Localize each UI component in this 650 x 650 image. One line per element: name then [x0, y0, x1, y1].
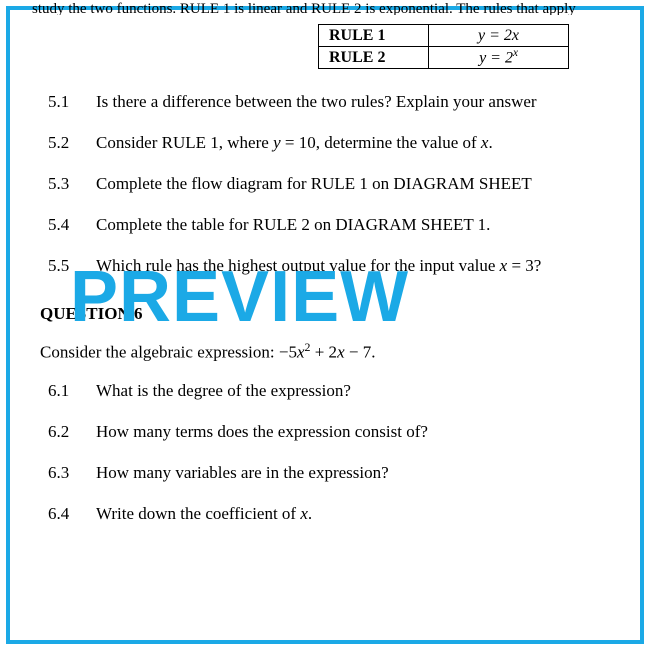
question-item: 5.3 Complete the flow diagram for RULE 1… [18, 173, 632, 196]
rule-label: RULE 2 [319, 47, 429, 69]
item-number: 5.5 [48, 256, 96, 276]
table-row: RULE 2 y = 2x [319, 47, 569, 69]
table-row: RULE 1 y = 2x [319, 25, 569, 47]
question-item: 6.4 Write down the coefficient of x. [18, 503, 632, 526]
item-text: How many terms does the expression consi… [96, 421, 632, 444]
item-number: 6.3 [48, 463, 96, 483]
item-number: 5.4 [48, 215, 96, 235]
question-lead: Consider the algebraic expression: −5x2 … [40, 340, 632, 363]
rule-equation: y = 2x [429, 47, 569, 69]
rule-equation: y = 2x [429, 25, 569, 47]
item-number: 6.2 [48, 422, 96, 442]
item-text: Complete the table for RULE 2 on DIAGRAM… [96, 214, 632, 237]
item-number: 6.4 [48, 504, 96, 524]
item-text: How many variables are in the expression… [96, 462, 632, 485]
page-frame: study the two functions. RULE 1 is linea… [6, 6, 644, 644]
item-number: 5.1 [48, 92, 96, 112]
question-item: 5.5 Which rule has the highest output va… [18, 255, 632, 278]
question-heading: QUESTION 6 [40, 304, 632, 324]
item-text: Is there a difference between the two ru… [96, 91, 632, 114]
question-item: 5.4 Complete the table for RULE 2 on DIA… [18, 214, 632, 237]
question-item: 6.1 What is the degree of the expression… [18, 380, 632, 403]
item-text: Which rule has the highest output value … [96, 255, 632, 278]
item-text: Consider RULE 1, where y = 10, determine… [96, 132, 632, 155]
question-item: 6.3 How many variables are in the expres… [18, 462, 632, 485]
item-number: 6.1 [48, 381, 96, 401]
item-text: Complete the flow diagram for RULE 1 on … [96, 173, 632, 196]
rule-label: RULE 1 [319, 25, 429, 47]
question-item: 5.2 Consider RULE 1, where y = 10, deter… [18, 132, 632, 155]
question-item: 5.1 Is there a difference between the tw… [18, 91, 632, 114]
item-text: What is the degree of the expression? [96, 380, 632, 403]
item-number: 5.3 [48, 174, 96, 194]
item-number: 5.2 [48, 133, 96, 153]
rules-table: RULE 1 y = 2x RULE 2 y = 2x [318, 24, 569, 69]
item-text: Write down the coefficient of x. [96, 503, 632, 526]
question-item: 6.2 How many terms does the expression c… [18, 421, 632, 444]
cutoff-text: study the two functions. RULE 1 is linea… [32, 1, 630, 15]
